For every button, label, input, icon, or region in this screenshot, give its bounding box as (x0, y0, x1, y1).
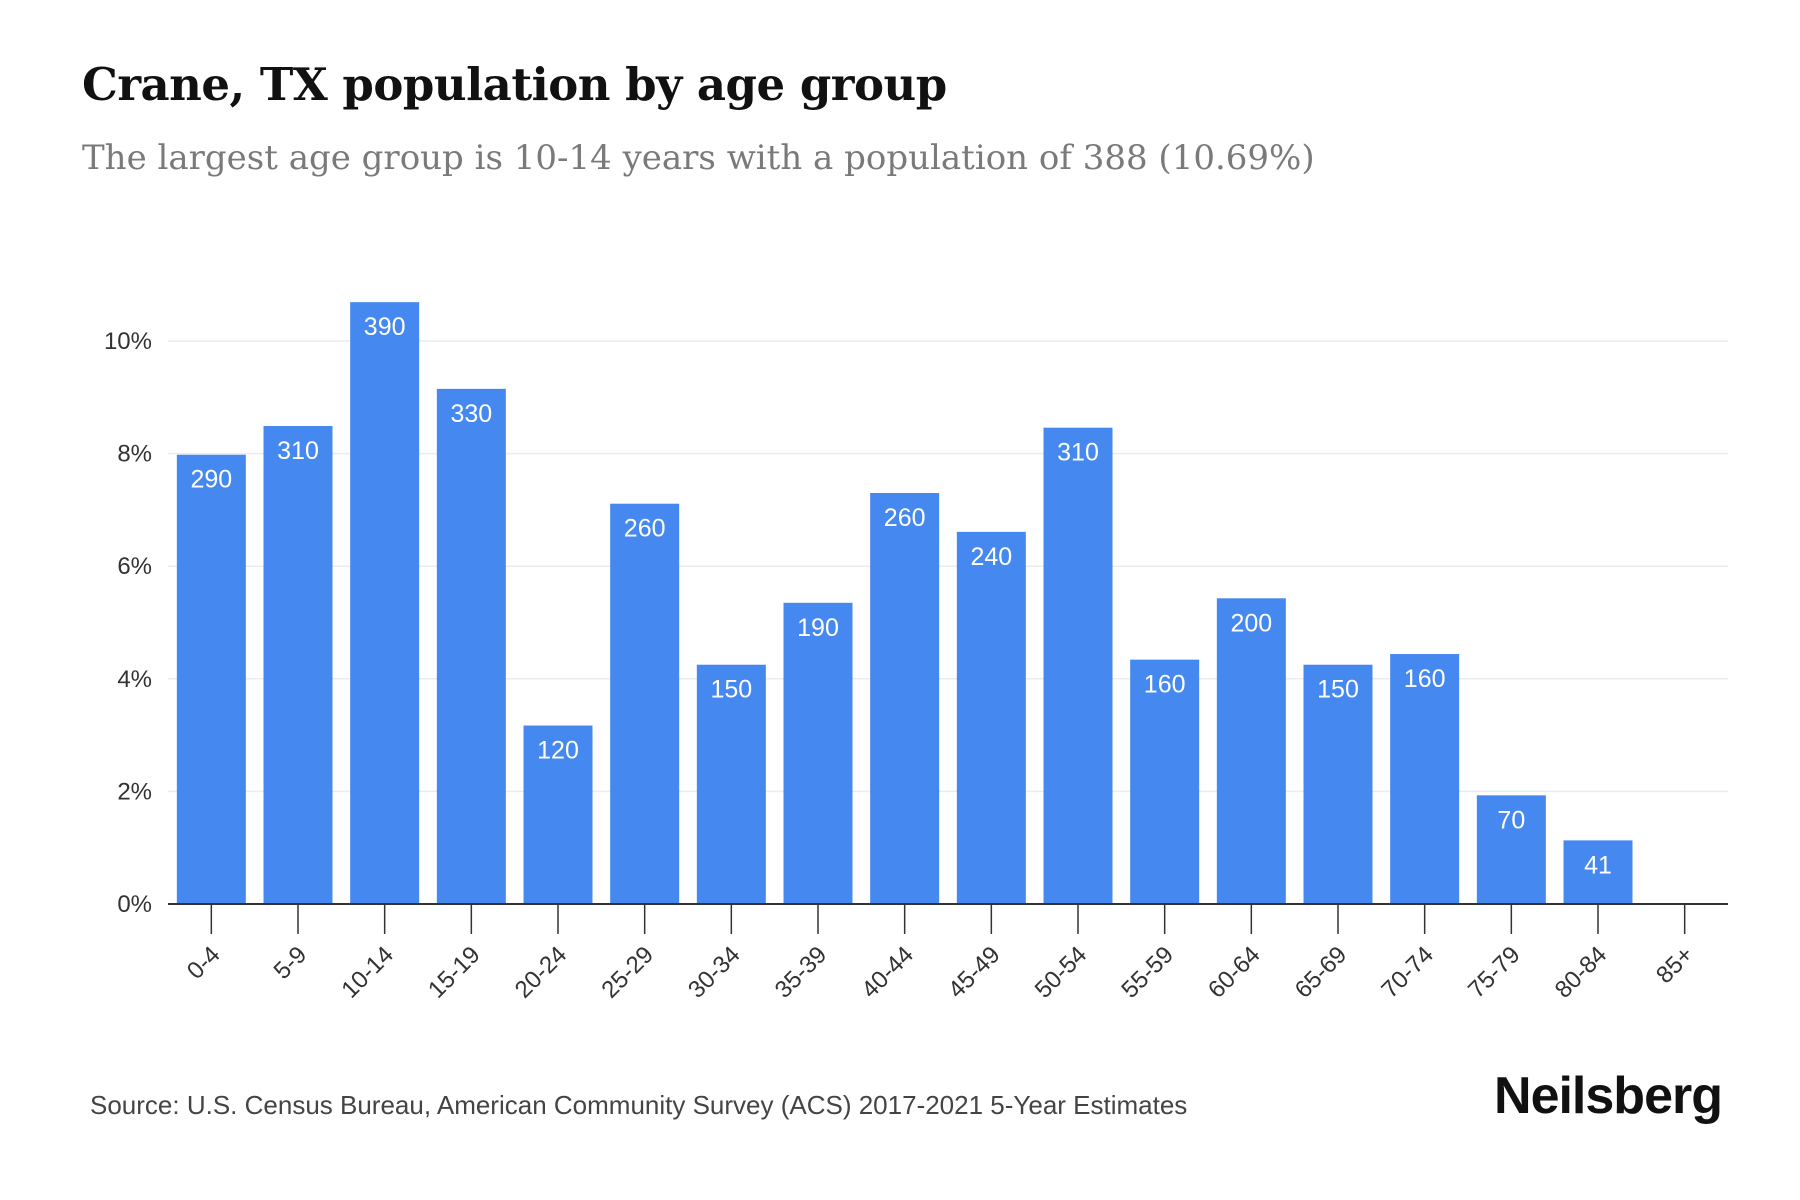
bar (1130, 659, 1200, 904)
bar (436, 388, 506, 905)
bar-value-label: 390 (364, 313, 406, 341)
bar (1563, 840, 1633, 904)
x-tick-label: 25-29 (596, 941, 659, 1004)
x-tick-label: 85+ (1651, 941, 1699, 989)
brand-logo: Neilsberg (1494, 1067, 1723, 1125)
bar (783, 602, 853, 904)
bar (1476, 795, 1546, 904)
bar (1216, 598, 1286, 904)
bar (350, 302, 420, 904)
bars: 290 310 390 330 120 260 150 190 260 240 310 160 200 1… (176, 302, 1633, 905)
bar-value-label: 330 (450, 400, 492, 428)
y-tick-label: 0% (117, 891, 152, 918)
bar-value-label: 310 (277, 437, 319, 465)
bar-value-label: 260 (624, 515, 666, 543)
x-tick-label: 75-79 (1463, 941, 1526, 1004)
bar-value-label: 150 (710, 676, 752, 704)
bar (1043, 427, 1113, 904)
chart-subtitle: The largest age group is 10-14 years wit… (82, 138, 1315, 178)
bar-value-label: 70 (1497, 806, 1525, 834)
y-tick-label: 4% (117, 666, 152, 693)
y-tick-label: 8% (117, 441, 152, 468)
bar (176, 454, 246, 904)
bar-value-label: 160 (1404, 665, 1446, 693)
source-note: Source: U.S. Census Bureau, American Com… (90, 1090, 1188, 1120)
bar-value-label: 200 (1230, 609, 1272, 637)
x-tick-label: 35-39 (770, 941, 833, 1004)
x-tick-label: 30-34 (683, 941, 746, 1004)
x-tick-label: 5-9 (269, 941, 313, 985)
x-tick-label: 80-84 (1550, 941, 1613, 1004)
y-tick-label: 10% (104, 328, 152, 355)
y-tick-label: 2% (117, 778, 152, 805)
x-tick-label: 60-64 (1203, 941, 1266, 1004)
x-tick-label: 10-14 (336, 941, 399, 1004)
bar (696, 664, 766, 904)
bar-value-label: 240 (970, 543, 1012, 571)
bar-value-label: 290 (190, 466, 232, 494)
chart-title: Crane, TX population by age group (82, 58, 947, 111)
x-tick-label: 45-49 (943, 941, 1006, 1004)
bar (870, 493, 940, 904)
bar (1390, 654, 1460, 904)
bar-value-label: 260 (884, 504, 926, 532)
bar-value-label: 310 (1057, 439, 1099, 467)
x-tick-label: 20-24 (510, 941, 573, 1004)
bar-value-label: 120 (537, 737, 579, 765)
bar-value-label: 190 (797, 614, 839, 642)
grid-lines (168, 340, 1728, 793)
x-tick-label: 0-4 (182, 941, 226, 985)
x-tick-label: 70-74 (1376, 941, 1439, 1004)
y-tick-label: 6% (117, 553, 152, 580)
bar (610, 503, 680, 904)
x-tick-label: 50-54 (1030, 941, 1093, 1004)
x-tick-label: 55-59 (1116, 941, 1179, 1004)
bar-value-label: 160 (1144, 671, 1186, 699)
bar (523, 725, 593, 904)
bar-value-label: 150 (1317, 676, 1359, 704)
bar (1303, 664, 1373, 904)
x-tick-label: 65-69 (1290, 941, 1353, 1004)
bar-value-label: 41 (1584, 851, 1612, 879)
x-tick-label: 15-19 (423, 941, 486, 1004)
bar (956, 531, 1026, 904)
x-tick-label: 40-44 (856, 941, 919, 1004)
bar (263, 426, 333, 904)
